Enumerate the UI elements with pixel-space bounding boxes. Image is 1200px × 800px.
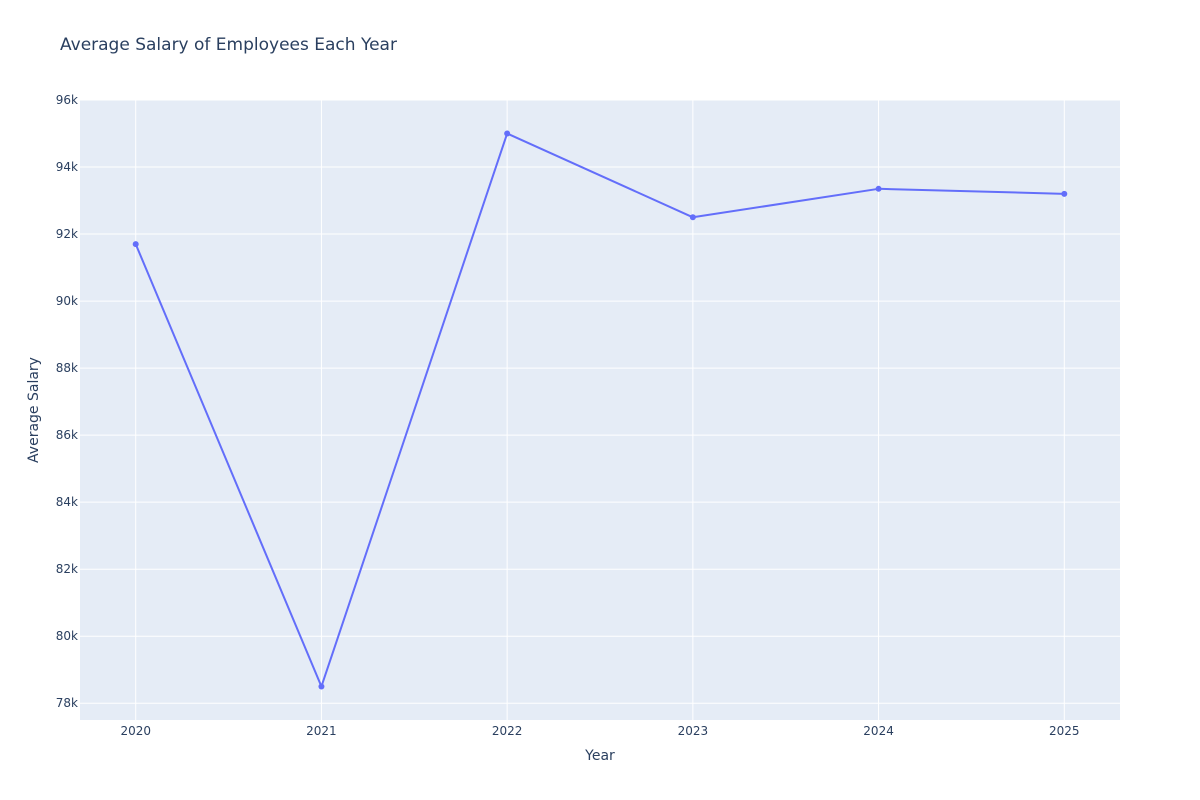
data-point-2023[interactable] [689, 214, 696, 221]
x-tick-label: 2020 [120, 724, 151, 738]
y-tick-label: 84k [56, 495, 78, 509]
y-tick-label: 88k [56, 361, 78, 375]
x-axis-ticks: 2020 2021 2022 2023 2024 2025 [120, 724, 1079, 738]
data-point-2022[interactable] [504, 130, 511, 137]
x-axis-title: Year [584, 748, 615, 764]
y-gridlines [80, 99, 1120, 704]
x-tick-label: 2022 [492, 724, 523, 738]
y-axis-ticks: 78k 80k 82k 84k 86k 88k 90k 92k 94k 96k [56, 93, 78, 710]
y-tick-label: 82k [56, 562, 78, 576]
y-axis-title: Average Salary [26, 357, 42, 463]
y-tick-label: 90k [56, 294, 78, 308]
y-tick-label: 78k [56, 696, 78, 710]
series-line [134, 132, 1065, 688]
plot-area [80, 100, 1120, 720]
x-gridlines [135, 100, 1065, 720]
data-point-2020[interactable] [132, 241, 139, 248]
series-layer [132, 130, 1068, 690]
y-tick-label: 86k [56, 428, 78, 442]
data-point-2024[interactable] [875, 185, 882, 192]
data-point-2021[interactable] [318, 683, 325, 690]
y-tick-label: 80k [56, 629, 78, 643]
y-tick-label: 94k [56, 160, 78, 174]
chart-title: Average Salary of Employees Each Year [60, 35, 397, 55]
x-tick-label: 2023 [678, 724, 709, 738]
x-tick-label: 2025 [1049, 724, 1080, 738]
y-tick-label: 92k [56, 227, 78, 241]
x-tick-label: 2024 [863, 724, 894, 738]
y-tick-label: 96k [56, 93, 78, 107]
data-point-2025[interactable] [1061, 190, 1068, 197]
x-tick-label: 2021 [306, 724, 337, 738]
